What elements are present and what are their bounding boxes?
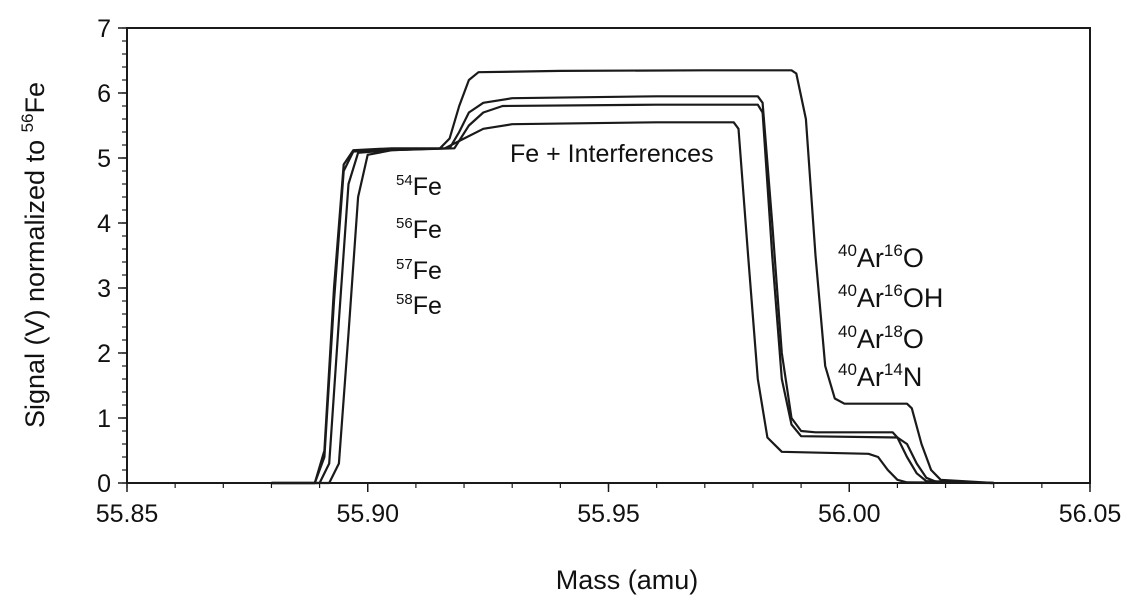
annotation-center: Fe + Interferences [510, 140, 714, 168]
interference-label: 40Ar16O [838, 241, 924, 273]
series-line-4 [271, 121, 994, 485]
y-tick-label: 4 [97, 210, 111, 238]
y-tick-label: 7 [97, 15, 111, 43]
x-tick-label: 55.95 [577, 500, 640, 528]
x-axis: 55.85 55.90 55.95 56.00 56.05 [96, 483, 1122, 528]
interference-labels: 40Ar16O 40Ar16OH 40Ar18O 40Ar14N [838, 241, 943, 392]
x-tick-label: 56.00 [818, 500, 881, 528]
interference-label: 40Ar16OH [838, 281, 943, 313]
y-tick-label: 1 [97, 405, 111, 433]
fe-isotope-label: 54Fe [396, 172, 442, 201]
interference-label: 40Ar18O [838, 322, 924, 354]
fe-isotope-labels: 54Fe 56Fe 57Fe 58Fe [396, 172, 442, 320]
fe-isotope-label: 56Fe [396, 215, 442, 244]
interference-label: 40Ar14N [838, 360, 922, 392]
series-layer [271, 69, 994, 485]
series-line-3 [271, 103, 994, 485]
y-tick-label: 3 [97, 275, 111, 303]
y-tick-label: 0 [97, 470, 111, 498]
x-axis-label: Mass (amu) [556, 565, 699, 595]
x-tick-label: 55.85 [96, 500, 159, 528]
x-tick-label: 56.05 [1059, 500, 1122, 528]
y-axis-label: Signal (V) normalized to 56Fe [18, 82, 50, 428]
y-tick-label: 5 [97, 145, 111, 173]
y-tick-label: 6 [97, 80, 111, 108]
series-line-1 [271, 69, 994, 485]
y-axis: 0 1 2 3 4 5 6 7 [97, 15, 127, 498]
fe-isotope-label: 58Fe [396, 291, 442, 320]
fe-isotope-label: 57Fe [396, 256, 442, 285]
y-tick-label: 2 [97, 340, 111, 368]
x-tick-label: 55.90 [336, 500, 399, 528]
